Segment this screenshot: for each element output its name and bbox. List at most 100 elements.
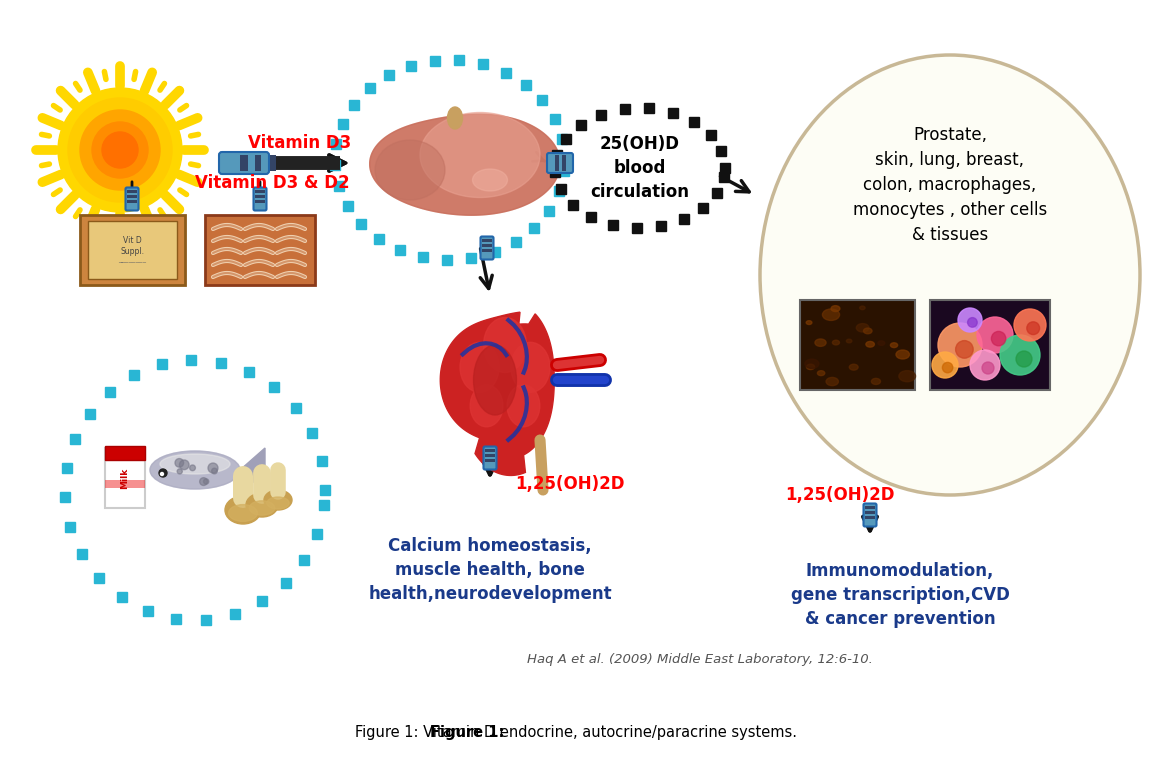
Text: Vitamin D3 & D2: Vitamin D3 & D2 [195, 174, 349, 192]
FancyBboxPatch shape [127, 190, 137, 193]
Ellipse shape [899, 371, 915, 381]
Bar [331, 139, 341, 149]
Ellipse shape [832, 340, 839, 345]
Bar [706, 130, 716, 140]
Ellipse shape [831, 306, 839, 312]
Bar [129, 370, 140, 380]
Circle shape [180, 460, 189, 470]
Bar [537, 95, 548, 106]
Circle shape [58, 88, 182, 212]
Ellipse shape [470, 385, 503, 427]
Text: 1,25(OH)2D: 1,25(OH)2D [515, 475, 625, 493]
Circle shape [1027, 322, 1040, 335]
Ellipse shape [150, 451, 240, 489]
Ellipse shape [266, 497, 289, 509]
Bar [342, 201, 353, 211]
Ellipse shape [872, 378, 881, 385]
Bar [216, 358, 226, 368]
FancyBboxPatch shape [126, 188, 138, 211]
Bar [567, 200, 578, 210]
Bar [77, 549, 86, 559]
Text: Vit D
Suppl.: Vit D Suppl. [120, 236, 144, 256]
FancyBboxPatch shape [555, 155, 559, 171]
Bar [544, 206, 555, 216]
Bar [529, 223, 540, 233]
Bar [608, 220, 618, 230]
Bar [699, 203, 708, 213]
Ellipse shape [460, 342, 499, 392]
Ellipse shape [877, 341, 884, 345]
Bar [307, 427, 317, 437]
Bar [66, 522, 75, 532]
Bar [550, 168, 560, 178]
Circle shape [189, 465, 195, 471]
Polygon shape [370, 114, 560, 215]
Circle shape [942, 362, 952, 373]
FancyBboxPatch shape [562, 155, 566, 171]
Bar [716, 146, 726, 155]
Bar [555, 186, 564, 196]
Bar [478, 59, 488, 69]
Bar [62, 463, 71, 473]
Bar [645, 103, 654, 113]
Bar [349, 100, 360, 110]
Ellipse shape [817, 371, 824, 375]
Text: Haq A et al. (2009) Middle East Laboratory, 12:6-10.: Haq A et al. (2009) Middle East Laborato… [527, 653, 873, 666]
Bar [394, 245, 405, 255]
Bar [105, 387, 115, 397]
Ellipse shape [822, 309, 839, 320]
Bar [430, 56, 439, 66]
Ellipse shape [806, 321, 812, 325]
Ellipse shape [815, 339, 826, 346]
Bar [556, 185, 566, 195]
FancyBboxPatch shape [240, 155, 248, 171]
Bar [550, 113, 559, 123]
Bar [442, 255, 452, 265]
Ellipse shape [826, 378, 838, 385]
Ellipse shape [447, 107, 462, 129]
Bar [586, 211, 596, 222]
Bar [291, 403, 301, 413]
Circle shape [967, 318, 978, 327]
Ellipse shape [846, 339, 852, 343]
Bar [312, 529, 323, 538]
Ellipse shape [805, 359, 819, 368]
Bar [679, 214, 689, 224]
Text: Immunomodulation,
gene transcription,CVD
& cancer prevention: Immunomodulation, gene transcription,CVD… [791, 562, 1009, 627]
FancyBboxPatch shape [88, 221, 178, 279]
Bar [719, 172, 729, 182]
Bar [60, 493, 70, 502]
Bar [576, 119, 586, 129]
Bar [364, 83, 375, 93]
Circle shape [970, 350, 1000, 380]
Bar [500, 67, 511, 77]
Circle shape [208, 463, 218, 473]
Ellipse shape [474, 345, 517, 415]
FancyBboxPatch shape [255, 190, 265, 193]
Bar [172, 614, 181, 624]
FancyBboxPatch shape [483, 447, 497, 470]
FancyBboxPatch shape [127, 195, 137, 198]
Ellipse shape [806, 364, 815, 369]
FancyBboxPatch shape [205, 215, 315, 285]
Bar [338, 119, 348, 129]
Bar [70, 434, 81, 444]
Bar [143, 606, 153, 616]
Text: Vitamin D3: Vitamin D3 [248, 134, 352, 152]
Bar [334, 182, 344, 192]
Circle shape [178, 469, 182, 474]
FancyBboxPatch shape [127, 200, 137, 203]
Ellipse shape [890, 342, 898, 348]
Circle shape [958, 308, 982, 332]
FancyBboxPatch shape [485, 454, 495, 457]
Ellipse shape [760, 55, 1140, 495]
Ellipse shape [375, 140, 445, 200]
Circle shape [80, 110, 160, 190]
Text: Figure 1:: Figure 1: [430, 725, 504, 739]
Ellipse shape [864, 328, 872, 334]
Bar [656, 221, 666, 231]
Bar [559, 165, 570, 175]
Ellipse shape [850, 364, 858, 370]
Text: Figure 1: Vitamin D endocrine, autocrine/paracrine systems.: Figure 1: Vitamin D endocrine, autocrine… [355, 725, 797, 739]
FancyBboxPatch shape [254, 188, 266, 211]
